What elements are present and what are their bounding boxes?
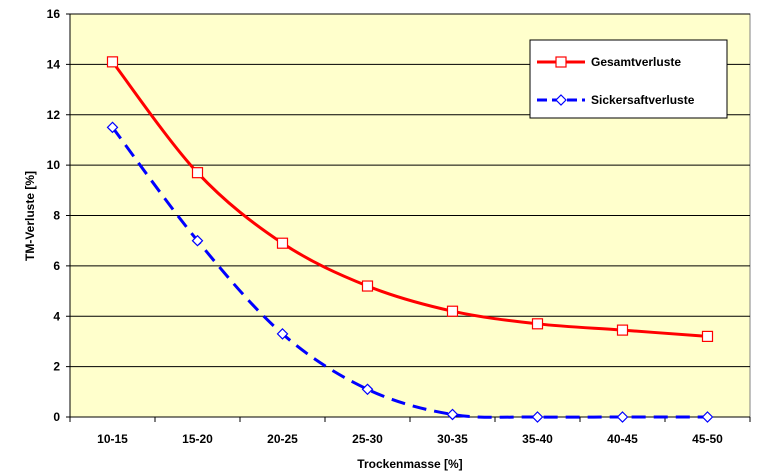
- y-tick-label: 10: [47, 158, 61, 172]
- x-tick-label: 20-25: [267, 432, 298, 446]
- y-tick-label: 14: [47, 57, 61, 71]
- data-point-2: [701, 411, 714, 423]
- x-tick-label: 45-50: [692, 432, 723, 446]
- data-point-1: [616, 324, 629, 336]
- y-tick-label: 12: [47, 108, 61, 122]
- data-point-1: [106, 56, 119, 68]
- data-point-1: [531, 318, 544, 330]
- data-point-1: [191, 167, 204, 179]
- data-point-2: [531, 411, 544, 423]
- x-tick-label: 35-40: [522, 432, 553, 446]
- legend-label-1: Gesamtverluste: [591, 55, 681, 69]
- y-tick-label: 8: [53, 209, 60, 223]
- x-tick-label: 10-15: [97, 432, 128, 446]
- y-axis-title: TM-Verluste [%]: [23, 171, 37, 261]
- y-tick-label: 6: [53, 259, 60, 273]
- legend-marker-2: [555, 94, 567, 106]
- legend-label-2: Sickersaftverluste: [591, 93, 695, 107]
- x-tick-label: 25-30: [352, 432, 383, 446]
- data-point-1: [701, 330, 714, 342]
- y-tick-label: 4: [53, 309, 60, 323]
- data-point-2: [191, 234, 204, 247]
- data-point-1: [276, 237, 289, 249]
- x-axis-title: Trockenmasse [%]: [357, 457, 462, 471]
- legend: Gesamtverluste Sickersaftverluste: [529, 39, 728, 119]
- data-point-2: [361, 383, 374, 396]
- data-point-1: [361, 280, 374, 292]
- y-tick-label: 0: [53, 410, 60, 424]
- data-point-2: [106, 121, 119, 134]
- y-tick-labels: 0 2 4 6 8 10 12 14 16: [47, 7, 61, 424]
- x-tick-label: 30-35: [437, 432, 468, 446]
- y-tick-label: 2: [53, 360, 60, 374]
- x-tick-label: 15-20: [182, 432, 213, 446]
- legend-marker-1: [555, 56, 567, 68]
- y-tick-label: 16: [47, 7, 61, 21]
- data-point-2: [446, 408, 459, 421]
- x-tick-label: 40-45: [607, 432, 638, 446]
- series-group: [106, 56, 714, 423]
- data-point-1: [446, 305, 459, 317]
- data-point-2: [276, 328, 289, 340]
- data-point-2: [616, 411, 629, 423]
- x-tick-labels: 10-15 15-20 20-25 25-30 30-35 35-40 40-45 45-50: [97, 432, 723, 446]
- legend-box: [529, 39, 728, 119]
